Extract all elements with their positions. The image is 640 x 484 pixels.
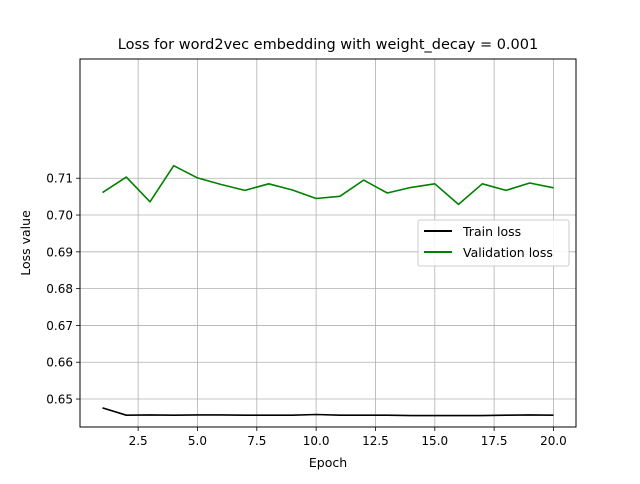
- legend-label-validation-loss: Validation loss: [463, 245, 553, 260]
- x-axis-ticks: 2.5 5.0 7.5 10.0 12.5 15.0 17.5 20.0: [129, 427, 567, 448]
- y-tick-label: 0.71: [46, 172, 73, 186]
- series-lines: [102, 164, 554, 417]
- x-tick-label: 10.0: [303, 434, 330, 448]
- plot-frame: [79, 58, 577, 428]
- y-tick-label: 0.67: [46, 319, 73, 333]
- legend-box: [417, 219, 570, 267]
- y-axis-label: Loss value: [18, 210, 33, 276]
- x-tick-label: 5.0: [188, 434, 207, 448]
- y-axis-ticks: 0.65 0.66 0.67 0.68 0.69 0.70 0.71: [46, 172, 80, 407]
- grid-lines: [80, 59, 576, 427]
- series-line-validation-loss: [102, 164, 554, 206]
- x-tick-label: 17.5: [481, 434, 508, 448]
- y-tick-label: 0.70: [46, 209, 73, 223]
- y-tick-label: 0.65: [46, 393, 73, 407]
- x-tick-label: 2.5: [129, 434, 148, 448]
- x-tick-label: 7.5: [247, 434, 266, 448]
- x-tick-label: 20.0: [540, 434, 567, 448]
- y-tick-label: 0.68: [46, 282, 73, 296]
- chart-title: Loss for word2vec embedding with weight_…: [118, 37, 538, 53]
- x-tick-label: 12.5: [362, 434, 389, 448]
- legend-label-train-loss: Train loss: [462, 224, 521, 239]
- y-tick-label: 0.69: [46, 245, 73, 259]
- legend: Train loss Validation loss: [417, 219, 570, 267]
- series-line-train-loss: [102, 407, 554, 417]
- x-axis-label: Epoch: [309, 455, 347, 470]
- x-tick-label: 15.0: [421, 434, 448, 448]
- y-tick-label: 0.66: [46, 356, 73, 370]
